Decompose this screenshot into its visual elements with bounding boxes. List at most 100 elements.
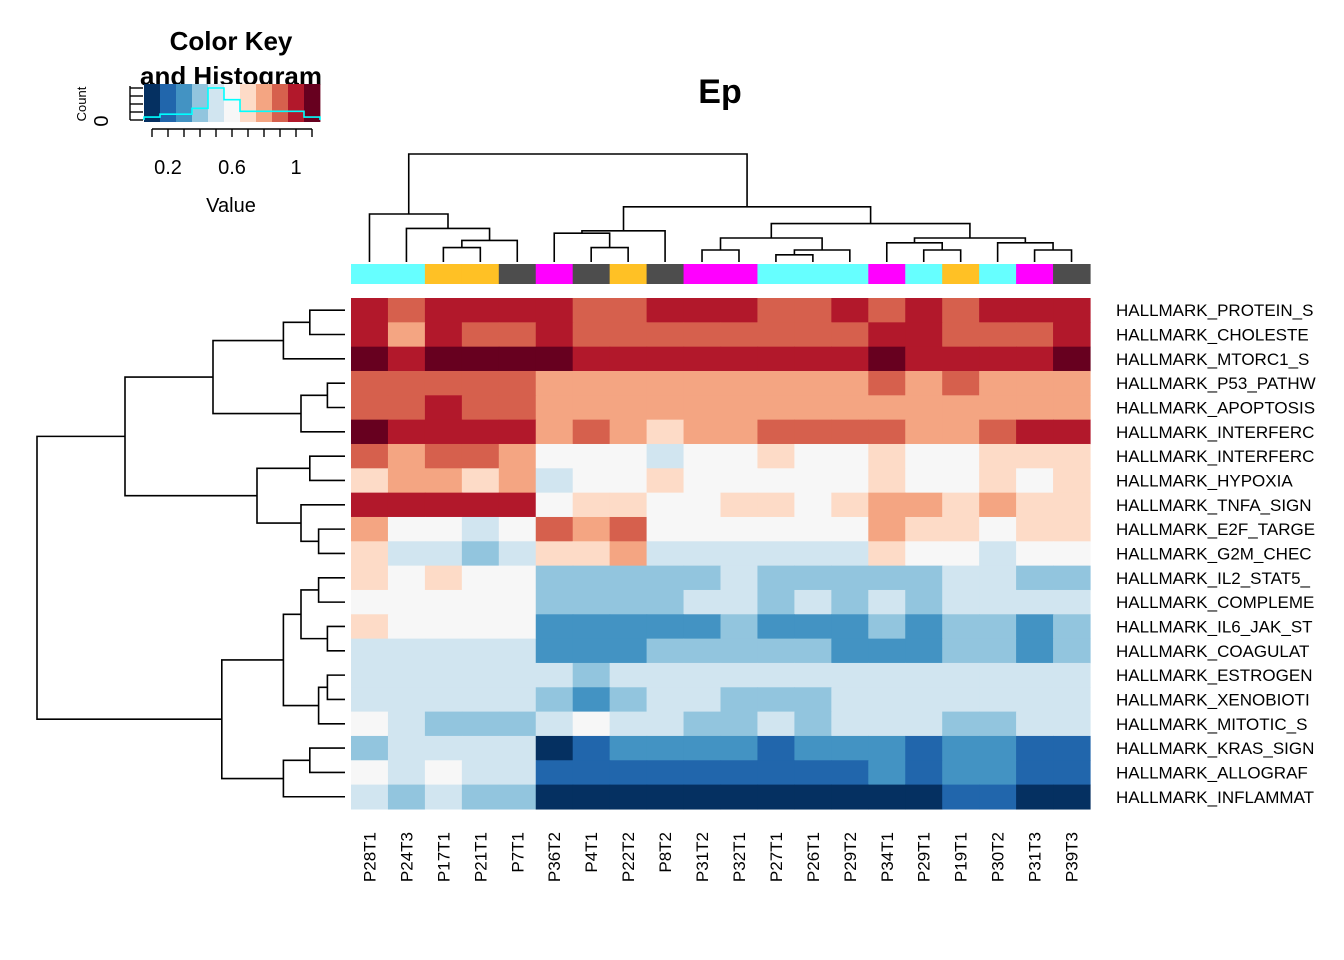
column-label: P31T2 bbox=[693, 832, 712, 882]
heatmap-cell bbox=[794, 395, 832, 421]
heatmap-cell bbox=[646, 541, 685, 567]
heatmap-cell bbox=[461, 784, 500, 810]
heatmap-cell bbox=[351, 614, 389, 640]
dendrogram-branch bbox=[1033, 249, 1073, 262]
heatmap-cell bbox=[424, 687, 463, 713]
heatmap-cell bbox=[387, 346, 426, 372]
heatmap-cell bbox=[1053, 395, 1091, 421]
heatmap-cell bbox=[609, 760, 648, 786]
heatmap-cell bbox=[646, 468, 685, 494]
color-key-band bbox=[208, 84, 225, 122]
heatmap-cell bbox=[609, 638, 648, 664]
heatmap-cell bbox=[387, 565, 426, 591]
heatmap-cell bbox=[794, 687, 832, 713]
heatmap-cell bbox=[683, 638, 722, 664]
heatmap-cell bbox=[1053, 711, 1091, 737]
column-label: P17T1 bbox=[434, 832, 453, 882]
heatmap-cell bbox=[868, 687, 906, 713]
row-label: HALLMARK_COMPLEME bbox=[1116, 593, 1314, 612]
heatmap-cell bbox=[351, 638, 389, 664]
heatmap-cell bbox=[646, 395, 685, 421]
heatmap-cell bbox=[905, 492, 943, 518]
heatmap-cell bbox=[572, 735, 611, 761]
heatmap-cell bbox=[424, 565, 463, 591]
color-key-xlabel: Value bbox=[206, 195, 256, 217]
heatmap-cell bbox=[498, 370, 537, 396]
chart-title: Ep bbox=[698, 73, 741, 111]
heatmap-cell bbox=[1016, 565, 1054, 591]
heatmap-cell bbox=[979, 541, 1017, 567]
heatmap-cell bbox=[979, 711, 1017, 737]
heatmap-cell bbox=[609, 662, 648, 688]
heatmap-cell bbox=[498, 565, 537, 591]
heatmap-cell bbox=[535, 541, 574, 567]
heatmap-cell bbox=[868, 395, 906, 421]
heatmap-cell bbox=[498, 735, 537, 761]
dendrogram-branch bbox=[317, 528, 345, 555]
heatmap-cell bbox=[720, 760, 759, 786]
heatmap-cell bbox=[351, 298, 389, 323]
heatmap-cell bbox=[572, 760, 611, 786]
heatmap-cell bbox=[831, 711, 869, 737]
heatmap-cell bbox=[1053, 492, 1091, 518]
heatmap-cell bbox=[498, 711, 537, 737]
color-key-y-tick: 0 bbox=[91, 115, 113, 126]
heatmap-cell bbox=[351, 395, 389, 421]
heatmap-cell bbox=[868, 370, 906, 396]
heatmap-cell bbox=[351, 492, 389, 518]
heatmap-cell bbox=[683, 322, 722, 348]
heatmap-cell bbox=[868, 516, 906, 542]
heatmap-cell bbox=[461, 565, 500, 591]
heatmap-cell bbox=[794, 322, 832, 348]
heatmap-cell bbox=[979, 735, 1017, 761]
row-label: HALLMARK_G2M_CHEC bbox=[1116, 544, 1312, 563]
heatmap-cell bbox=[535, 760, 574, 786]
heatmap-cell bbox=[720, 735, 759, 761]
heatmap-cell bbox=[424, 638, 463, 664]
heatmap-cell bbox=[794, 638, 832, 664]
heatmap-cell bbox=[831, 784, 869, 810]
heatmap-cell bbox=[942, 614, 980, 640]
heatmap-cell bbox=[424, 614, 463, 640]
heatmap-cell bbox=[1053, 638, 1091, 664]
row-label: HALLMARK_P53_PATHW bbox=[1116, 374, 1316, 393]
heatmap-cell bbox=[1053, 370, 1091, 396]
row-label: HALLMARK_MITOTIC_S bbox=[1116, 715, 1307, 734]
heatmap-cell bbox=[683, 589, 722, 615]
heatmap-cell bbox=[794, 370, 832, 396]
heatmap-cell bbox=[1016, 760, 1054, 786]
heatmap-cell bbox=[868, 784, 906, 810]
column-label: P19T1 bbox=[952, 832, 971, 882]
heatmap-cell bbox=[498, 346, 537, 372]
column-label: P7T1 bbox=[508, 832, 527, 873]
color-key-band bbox=[192, 84, 209, 122]
heatmap-cell bbox=[831, 614, 869, 640]
column-label: P29T1 bbox=[915, 832, 934, 882]
column-label: P26T1 bbox=[804, 832, 823, 882]
heatmap-cell bbox=[387, 541, 426, 567]
heatmap-cell bbox=[1016, 687, 1054, 713]
heatmap-cell bbox=[387, 516, 426, 542]
heatmap-cell bbox=[572, 614, 611, 640]
heatmap-cell bbox=[683, 298, 722, 323]
dendrogram-branch bbox=[326, 674, 345, 701]
heatmap-cell bbox=[942, 516, 980, 542]
heatmap-cell bbox=[979, 614, 1017, 640]
heatmap-cell bbox=[979, 565, 1017, 591]
heatmap-cell bbox=[351, 784, 389, 810]
heatmap-cell bbox=[905, 370, 943, 396]
heatmap-cell bbox=[609, 419, 648, 445]
heatmap-cell bbox=[942, 370, 980, 396]
heatmap-cell bbox=[757, 370, 795, 396]
heatmap-cell bbox=[942, 541, 980, 567]
heatmap-cell bbox=[831, 760, 869, 786]
heatmap-cell bbox=[498, 322, 537, 348]
heatmap-cell bbox=[424, 760, 463, 786]
heatmap-cell bbox=[572, 370, 611, 396]
heatmap-cell bbox=[646, 589, 685, 615]
dendrogram-branch bbox=[590, 246, 629, 262]
heatmap-cell bbox=[794, 346, 832, 372]
heatmap-cell bbox=[572, 662, 611, 688]
heatmap-cell bbox=[461, 346, 500, 372]
